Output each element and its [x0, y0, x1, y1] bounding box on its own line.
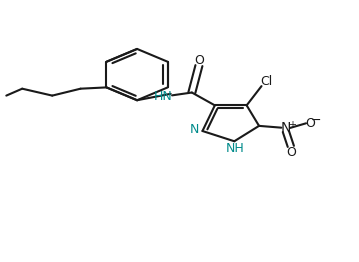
Text: −: − [311, 114, 321, 127]
Text: O: O [194, 54, 204, 68]
Text: +: + [288, 119, 295, 130]
Text: N: N [280, 121, 291, 135]
Text: NH: NH [225, 142, 244, 155]
Text: N: N [190, 123, 199, 137]
Text: HN: HN [154, 90, 173, 103]
Text: O: O [286, 145, 296, 159]
Text: Cl: Cl [260, 75, 272, 88]
Text: O: O [306, 117, 315, 130]
